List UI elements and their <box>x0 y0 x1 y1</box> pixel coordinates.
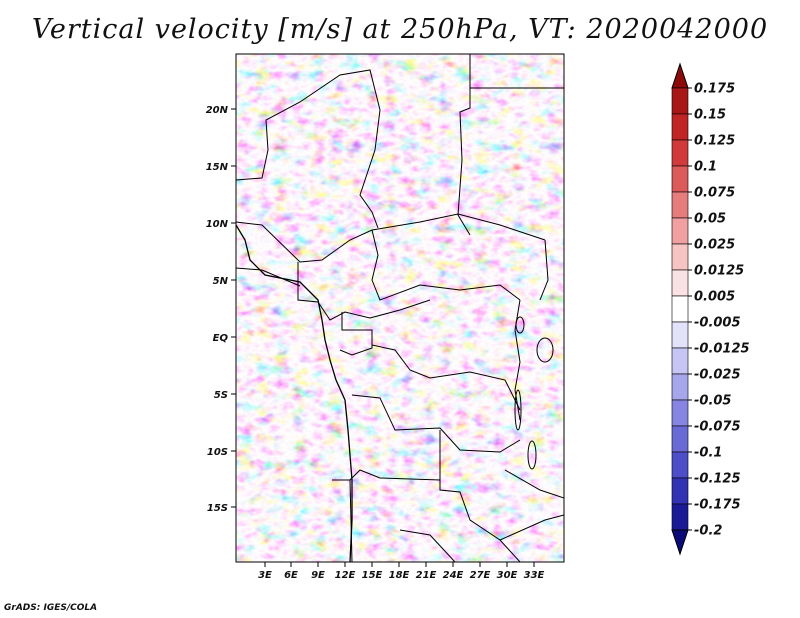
colorbar-label: 0.0125 <box>694 264 744 279</box>
colorbar-swatch <box>671 87 689 115</box>
axis-ticks <box>231 108 535 567</box>
colorbar-label: 0.15 <box>694 108 726 123</box>
lon-label-21e: 21E <box>416 570 437 581</box>
colorbar-swatch <box>671 139 689 167</box>
grads-credit: GrADS: IGES/COLA <box>4 603 98 613</box>
lon-label-30e: 30E <box>497 570 518 581</box>
colorbar-label: 0.05 <box>694 212 726 227</box>
colorbar-swatch <box>671 373 689 401</box>
colorbar-top-arrow <box>671 62 689 89</box>
lat-label-eq: EQ <box>213 333 229 344</box>
lat-label-20n: 20N <box>206 105 229 116</box>
lat-label-10n: 10N <box>206 219 229 230</box>
country-borders <box>236 54 564 562</box>
colorbar-label: -0.175 <box>694 498 741 513</box>
lat-label-10s: 10S <box>207 447 228 458</box>
lat-label-5n: 5N <box>213 276 229 287</box>
colorbar-label: -0.1 <box>694 446 722 461</box>
lat-label-5s: 5S <box>214 390 228 401</box>
colorbar-label: 0.1 <box>694 160 717 175</box>
colorbar-swatch <box>671 321 689 349</box>
colorbar-label: 0.125 <box>694 134 735 149</box>
colorbar-swatch <box>671 113 689 141</box>
colorbar-swatch <box>671 451 689 479</box>
colorbar-swatch <box>671 295 689 323</box>
colorbar: 0.175 0.15 0.125 0.1 0.075 0.05 0.025 0.0125 0.0… <box>671 62 750 556</box>
lon-label-12e: 12E <box>335 570 356 581</box>
lon-label-6e: 6E <box>284 570 298 581</box>
colorbar-swatch <box>671 347 689 375</box>
vertical-velocity-field <box>236 54 564 562</box>
colorbar-label: 0.075 <box>694 186 735 201</box>
lon-label-9e: 9E <box>311 570 325 581</box>
lon-label-3e: 3E <box>258 570 272 581</box>
colorbar-swatch <box>671 217 689 245</box>
colorbar-label: -0.005 <box>694 316 741 331</box>
colorbar-label: -0.0125 <box>694 342 750 357</box>
colorbar-swatch <box>671 269 689 297</box>
lon-label-15e: 15E <box>362 570 383 581</box>
colorbar-swatch <box>671 425 689 453</box>
colorbar-label: -0.05 <box>694 394 731 409</box>
lat-label-15s: 15S <box>207 503 228 514</box>
map-title: Vertical velocity [m/s] at 250hPa, VT: 2… <box>31 14 769 45</box>
lat-labels: 20N 15N 10N 5N EQ 5S 10S 15S <box>206 105 229 514</box>
colorbar-swatch <box>671 243 689 271</box>
colorbar-swatch <box>671 191 689 219</box>
lon-labels: 3E 6E 9E 12E 15E 18E 21E 24E 27E 30E 33E <box>258 570 544 581</box>
lat-label-15n: 15N <box>206 162 229 173</box>
lon-label-27e: 27E <box>470 570 491 581</box>
colorbar-label: -0.025 <box>694 368 741 383</box>
colorbar-label: 0.025 <box>694 238 735 253</box>
colorbar-bottom-arrow <box>671 529 689 556</box>
colorbar-label: -0.125 <box>694 472 741 487</box>
colorbar-label: -0.075 <box>694 420 741 435</box>
colorbar-label: 0.005 <box>694 290 735 305</box>
lon-label-24e: 24E <box>443 570 464 581</box>
lon-label-18e: 18E <box>389 570 410 581</box>
colorbar-swatch <box>671 477 689 505</box>
colorbar-swatch <box>671 399 689 427</box>
map-frame <box>235 53 565 563</box>
colorbar-swatch <box>671 503 689 531</box>
colorbar-label: -0.2 <box>694 524 722 539</box>
colorbar-swatch <box>671 165 689 193</box>
colorbar-label: 0.175 <box>694 82 735 97</box>
lon-label-33e: 33E <box>524 570 545 581</box>
